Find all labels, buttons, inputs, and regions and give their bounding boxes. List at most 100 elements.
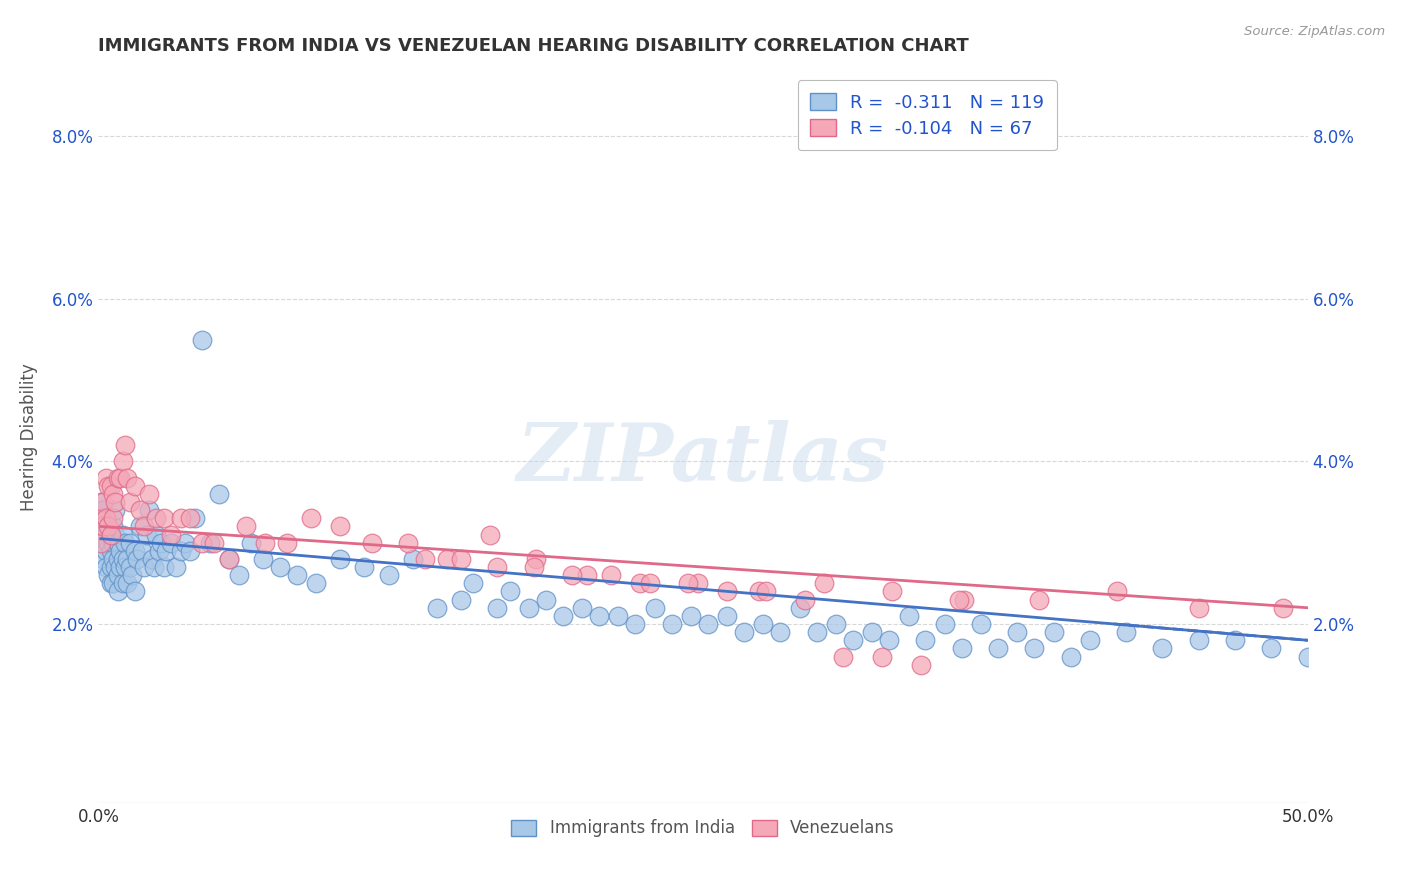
Point	[239, 535, 262, 549]
Point	[486, 560, 509, 574]
Point	[524, 552, 547, 566]
Point	[101, 535, 124, 549]
Point	[517, 600, 540, 615]
Point	[107, 552, 129, 566]
Point	[305, 576, 328, 591]
Point	[1296, 649, 1319, 664]
Point	[90, 535, 112, 549]
Point	[184, 511, 207, 525]
Point	[948, 592, 970, 607]
Point	[1272, 600, 1295, 615]
Point	[1105, 584, 1128, 599]
Point	[842, 633, 865, 648]
Point	[94, 527, 117, 541]
Point	[90, 527, 112, 541]
Point	[588, 608, 610, 623]
Point	[100, 560, 122, 574]
Point	[551, 608, 574, 623]
Point	[101, 519, 124, 533]
Point	[97, 519, 120, 533]
Point	[108, 560, 131, 574]
Text: ZIPatlas: ZIPatlas	[517, 420, 889, 498]
Point	[169, 511, 191, 525]
Point	[124, 479, 146, 493]
Point	[97, 568, 120, 582]
Point	[111, 454, 134, 468]
Point	[107, 471, 129, 485]
Point	[825, 617, 848, 632]
Point	[155, 544, 177, 558]
Point	[914, 633, 936, 648]
Point	[832, 649, 855, 664]
Point	[97, 535, 120, 549]
Point	[104, 495, 127, 509]
Point	[252, 552, 274, 566]
Point	[396, 535, 419, 549]
Point	[91, 495, 114, 509]
Point	[152, 560, 174, 574]
Point	[118, 535, 141, 549]
Point	[353, 560, 375, 574]
Point	[160, 535, 183, 549]
Point	[191, 535, 214, 549]
Point	[117, 576, 139, 591]
Point	[94, 544, 117, 558]
Point	[1024, 641, 1046, 656]
Point	[101, 487, 124, 501]
Point	[678, 576, 700, 591]
Text: Source: ZipAtlas.com: Source: ZipAtlas.com	[1244, 25, 1385, 38]
Point	[755, 584, 778, 599]
Point	[100, 576, 122, 591]
Point	[329, 552, 352, 566]
Point	[107, 568, 129, 582]
Point	[107, 535, 129, 549]
Point	[571, 600, 593, 615]
Point	[134, 519, 156, 533]
Point	[108, 471, 131, 485]
Point	[402, 552, 425, 566]
Point	[91, 503, 114, 517]
Point	[121, 568, 143, 582]
Point	[688, 576, 710, 591]
Point	[174, 535, 197, 549]
Point	[1078, 633, 1101, 648]
Point	[101, 552, 124, 566]
Point	[208, 487, 231, 501]
Point	[1028, 592, 1050, 607]
Point	[118, 495, 141, 509]
Point	[94, 560, 117, 574]
Point	[1260, 641, 1282, 656]
Point	[91, 519, 114, 533]
Point	[127, 552, 149, 566]
Point	[254, 535, 277, 549]
Point	[806, 625, 828, 640]
Point	[523, 560, 546, 574]
Point	[877, 633, 900, 648]
Point	[179, 511, 201, 525]
Y-axis label: Hearing Disability: Hearing Disability	[20, 363, 38, 511]
Point	[276, 535, 298, 549]
Point	[607, 608, 630, 623]
Point	[950, 641, 973, 656]
Point	[600, 568, 623, 582]
Point	[91, 535, 114, 549]
Point	[97, 479, 120, 493]
Point	[100, 527, 122, 541]
Point	[934, 617, 956, 632]
Point	[90, 511, 112, 525]
Point	[100, 527, 122, 541]
Point	[145, 527, 167, 541]
Point	[661, 617, 683, 632]
Point	[1007, 625, 1029, 640]
Point	[377, 568, 399, 582]
Point	[114, 438, 136, 452]
Point	[789, 600, 811, 615]
Point	[104, 503, 127, 517]
Point	[716, 584, 738, 599]
Point	[638, 576, 661, 591]
Point	[91, 552, 114, 566]
Legend: Immigrants from India, Venezuelans: Immigrants from India, Venezuelans	[503, 811, 903, 846]
Point	[108, 544, 131, 558]
Point	[752, 617, 775, 632]
Point	[218, 552, 240, 566]
